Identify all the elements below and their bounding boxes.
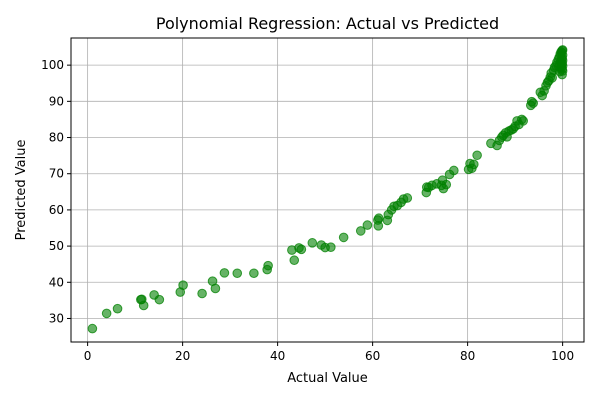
y-tick-label: 70 <box>49 167 64 181</box>
data-point <box>554 61 564 72</box>
y-tick-label: 30 <box>49 311 64 325</box>
chart-title: Polynomial Regression: Actual vs Predict… <box>156 14 499 33</box>
data-point <box>402 193 413 203</box>
data-point <box>289 255 300 266</box>
y-tick-label: 90 <box>49 94 64 108</box>
x-tick-label: 20 <box>175 349 190 363</box>
y-axis-label: Predicted Value <box>14 140 29 241</box>
data-point <box>101 308 112 319</box>
data-point <box>441 179 452 190</box>
plot-frame <box>70 37 585 343</box>
data-point <box>112 303 123 314</box>
y-tick-label: 60 <box>49 203 64 217</box>
data-point <box>154 294 165 305</box>
x-axis-label: Actual Value <box>287 371 368 386</box>
x-tick-label: 60 <box>365 349 380 363</box>
grid <box>71 38 584 342</box>
data-point <box>338 232 349 243</box>
data-point <box>87 323 98 334</box>
data-point <box>449 165 459 176</box>
x-tick-label: 80 <box>460 349 475 363</box>
data-point <box>263 260 273 271</box>
y-tick-label: 50 <box>49 239 64 253</box>
data-point <box>219 268 230 278</box>
data-point <box>326 242 336 252</box>
data-point <box>528 98 538 108</box>
data-point <box>472 150 482 161</box>
x-tick-label: 100 <box>551 349 574 363</box>
data-point <box>249 268 259 279</box>
x-tick-label: 40 <box>270 349 285 363</box>
data-point <box>374 213 384 224</box>
y-tick-label: 40 <box>49 275 64 289</box>
data-point <box>296 244 307 255</box>
data-point <box>518 116 529 126</box>
data-point <box>307 238 318 248</box>
data-point <box>210 283 221 294</box>
data-point <box>547 73 557 83</box>
y-tick-label: 80 <box>49 131 64 145</box>
data-point <box>469 159 479 170</box>
data-points <box>87 45 568 334</box>
x-axis-ticks: 0 20 40 60 80 100 <box>84 342 574 363</box>
data-point <box>355 226 366 236</box>
y-axis-ticks: 30 40 50 60 70 80 90 100 <box>41 58 71 325</box>
data-point <box>362 220 373 230</box>
data-point <box>197 288 207 299</box>
y-tick-label: 100 <box>41 58 64 72</box>
data-point <box>138 300 149 311</box>
data-point <box>232 268 243 279</box>
x-tick-label: 0 <box>84 349 92 363</box>
data-point <box>178 280 188 290</box>
